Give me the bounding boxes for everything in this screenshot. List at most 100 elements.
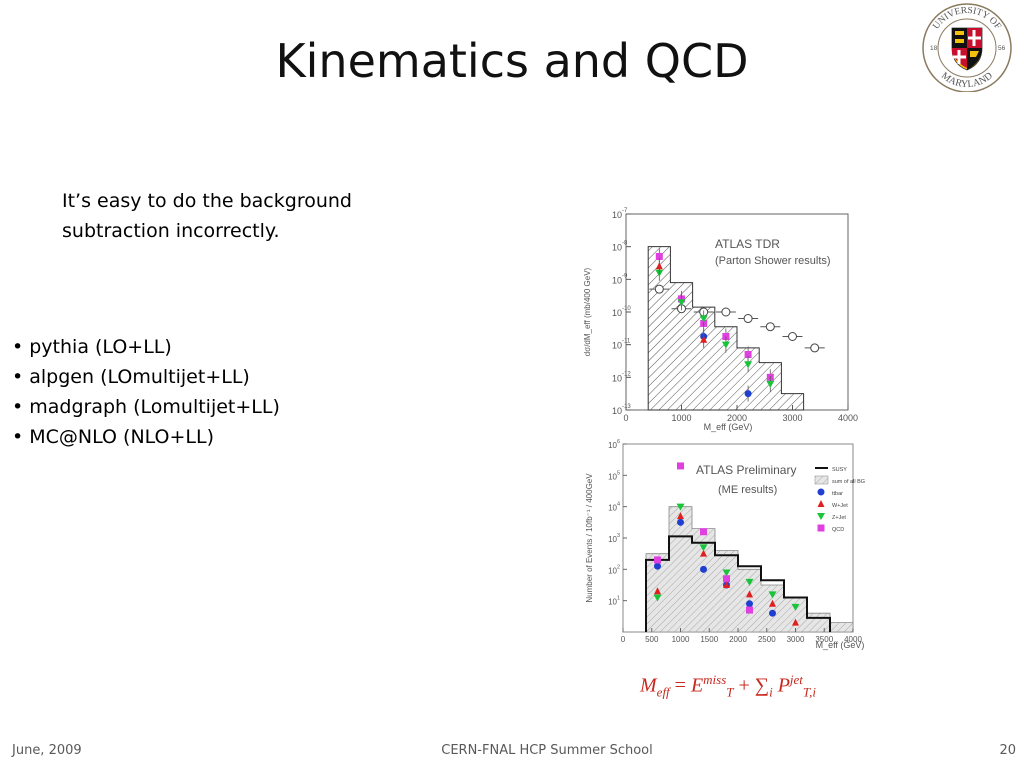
x-tick-label: 4000 <box>838 413 858 423</box>
legend-swatch <box>817 524 825 532</box>
plot2-subtitle: (ME results) <box>718 484 777 496</box>
atlas-preliminary-plot: 0 500 1000 1500 2000 2500 3000 3500 4000 10 610 51… <box>585 439 865 650</box>
data-point <box>655 252 663 260</box>
data-point <box>699 544 708 552</box>
x-tick-label: 3500 <box>815 635 833 644</box>
data-point <box>653 594 662 602</box>
footer-page-number: 20 <box>999 743 1016 758</box>
data-point <box>723 581 730 588</box>
data-point <box>766 380 775 388</box>
bullet-item: alpgen (LOmultijet+LL) <box>12 362 280 392</box>
y-tick-label: 10 <box>608 504 617 513</box>
data-point <box>700 335 708 343</box>
intro-text: It’s easy to do the background subtracti… <box>62 190 352 242</box>
y-tick-exponent: 1 <box>617 596 620 602</box>
bullet-item: madgraph (Lomultijet+LL) <box>12 392 280 422</box>
data-point <box>699 315 708 323</box>
x-tick-label: 0 <box>623 413 628 423</box>
x-tick-label: 2000 <box>727 413 747 423</box>
susy-histogram <box>645 535 831 632</box>
x-tick-label: 3000 <box>787 635 805 644</box>
data-point <box>721 341 730 349</box>
plot1-xlabel: M_eff (GeV) <box>704 422 753 432</box>
data-point <box>746 606 753 614</box>
legend-label: sum of all BG <box>832 479 865 485</box>
x-tick-label: 2500 <box>758 635 776 644</box>
legend-label: Z+Jet <box>832 515 846 521</box>
data-point <box>746 600 753 608</box>
footer-date: June, 2009 <box>12 743 82 758</box>
y-tick-label: 10 <box>608 441 617 450</box>
meff-formula: Meff = EmissT + ∑i PjetT,i <box>640 672 817 700</box>
y-tick-exponent: -11 <box>622 339 631 345</box>
data-point <box>677 462 684 470</box>
data-point <box>768 591 777 599</box>
data-point <box>700 565 707 573</box>
y-tick-label: 10 <box>612 341 622 351</box>
x-tick-label: 500 <box>645 635 659 644</box>
plot2-legend: SUSY sum of all BG ttbar W+Jet Z+Jet QCD <box>814 467 865 533</box>
data-point <box>745 578 754 586</box>
data-point <box>654 284 664 294</box>
logo-year-left: 18 <box>930 45 938 52</box>
y-tick-exponent: 4 <box>617 502 620 508</box>
legend-swatch <box>817 500 825 507</box>
data-point <box>810 343 820 353</box>
data-point <box>744 350 752 358</box>
y-tick-exponent: 2 <box>617 564 620 570</box>
y-tick-label: 10 <box>612 243 622 253</box>
logo-year-right: 56 <box>998 45 1006 52</box>
bullet-list: pythia (LO+LL) alpgen (LOmultijet+LL) ma… <box>12 332 280 452</box>
y-tick-exponent: -7 <box>622 208 628 214</box>
plot2-ylabel: Number of Events / 10fb⁻¹ / 400GeV <box>585 473 594 603</box>
legend-label: W+Jet <box>832 503 848 509</box>
y-tick-exponent: -12 <box>622 371 631 377</box>
x-tick-label: 1000 <box>671 413 691 423</box>
y-tick-label: 10 <box>608 472 617 481</box>
y-tick-exponent: -8 <box>622 241 628 247</box>
data-point <box>677 299 686 307</box>
background-histogram <box>647 246 805 411</box>
legend-swatch <box>814 475 829 485</box>
data-point <box>791 603 800 611</box>
data-point <box>654 562 661 570</box>
x-tick-label: 1500 <box>700 635 718 644</box>
data-point <box>722 333 730 340</box>
y-tick-exponent: 6 <box>617 439 620 445</box>
data-point <box>765 322 775 332</box>
data-point <box>677 518 684 526</box>
x-tick-label: 3000 <box>782 413 802 423</box>
y-tick-label: 10 <box>612 406 622 416</box>
data-point <box>677 512 684 520</box>
y-tick-label: 10 <box>608 535 617 544</box>
footer-event: CERN-FNAL HCP Summer School <box>441 743 653 758</box>
slide-title: Kinematics and QCD <box>275 34 749 88</box>
plot1-ylabel: dσ/dM_eff (mb/400 GeV) <box>583 267 592 356</box>
plot2-xlabel: M_eff (GeV) <box>816 640 865 650</box>
legend-swatch <box>817 488 825 496</box>
data-point <box>744 390 752 398</box>
bullet-item: MC@NLO (NLO+LL) <box>12 422 280 452</box>
y-tick-label: 10 <box>612 210 622 220</box>
university-logo: UNIVERSITY OF MARYLAND 18 56 <box>922 3 1012 92</box>
atlas-tdr-plot: 0 1000 2000 3000 4000 10-710-810-910-1010-11… <box>583 208 858 432</box>
y-tick-exponent: -9 <box>622 273 628 279</box>
y-tick-label: 10 <box>612 373 622 383</box>
x-tick-label: 1000 <box>672 635 690 644</box>
y-tick-exponent: 5 <box>617 470 620 476</box>
data-point <box>769 599 776 607</box>
legend-label: SUSY <box>832 467 847 473</box>
data-point <box>655 262 663 270</box>
plot1-subtitle: (Parton Shower results) <box>715 255 831 267</box>
plot1-title: ATLAS TDR <box>715 237 780 251</box>
y-tick-exponent: -13 <box>622 404 631 410</box>
data-point <box>769 609 776 617</box>
data-point <box>676 503 685 511</box>
data-point <box>743 314 753 324</box>
x-tick-label: 4000 <box>844 635 862 644</box>
data-point <box>700 549 707 557</box>
legend-label: QCD <box>832 527 844 533</box>
data-point <box>746 590 753 598</box>
data-point <box>788 332 797 341</box>
data-point <box>792 618 799 626</box>
